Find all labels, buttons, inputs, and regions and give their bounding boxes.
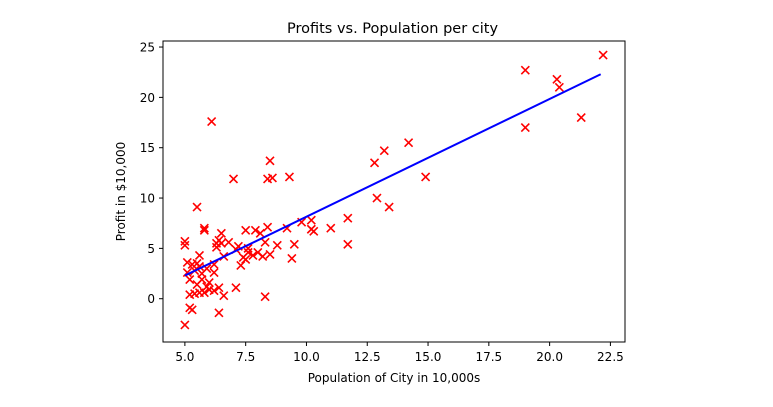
y-tick-label: 25 <box>140 41 155 55</box>
data-point <box>243 247 253 257</box>
data-point <box>180 240 190 250</box>
x-tick-label: 7.5 <box>236 350 255 364</box>
data-point <box>260 237 270 247</box>
data-point <box>384 202 394 212</box>
y-tick-label: 15 <box>140 141 155 155</box>
data-point <box>187 305 197 315</box>
data-point <box>241 225 251 235</box>
data-point <box>379 146 389 156</box>
data-point <box>180 320 190 330</box>
data-point <box>192 202 202 212</box>
data-point <box>343 213 353 223</box>
x-tick-label: 22.5 <box>597 350 624 364</box>
data-point <box>306 215 316 225</box>
data-point <box>228 174 239 184</box>
data-point <box>209 286 219 296</box>
data-point <box>260 292 270 302</box>
data-point <box>272 240 282 250</box>
data-point <box>204 278 214 288</box>
data-point <box>199 223 209 233</box>
data-point <box>241 254 251 265</box>
data-point <box>267 173 277 183</box>
data-point <box>369 158 380 168</box>
y-axis-ticks: 0 5 10 15 20 25 <box>140 41 163 306</box>
x-axis-title: Population of City in 10,000s <box>308 371 481 385</box>
data-point <box>552 74 562 84</box>
y-tick-label: 10 <box>140 192 155 206</box>
regression-line <box>184 73 602 277</box>
data-point <box>207 116 217 127</box>
plot-frame <box>162 40 626 343</box>
x-tick-label: 12.5 <box>354 350 381 364</box>
data-point <box>554 82 564 92</box>
data-point <box>219 291 229 301</box>
data-point <box>520 123 530 133</box>
data-point <box>284 172 295 182</box>
data-point <box>326 223 336 233</box>
data-point <box>262 222 273 232</box>
data-point <box>199 225 209 235</box>
data-point <box>194 250 205 260</box>
data-point <box>255 228 265 238</box>
x-tick-label: 5.0 <box>175 350 194 364</box>
data-point <box>343 239 353 249</box>
data-point <box>287 253 297 264</box>
data-point <box>185 275 195 285</box>
x-axis-ticks: 5.0 7.5 10.0 12.5 15.0 17.5 20.0 22.5 <box>175 342 624 364</box>
data-point <box>250 225 260 235</box>
x-tick-label: 15.0 <box>415 350 442 364</box>
y-tick-label: 20 <box>140 91 155 105</box>
data-point <box>199 288 209 298</box>
data-point <box>224 237 234 247</box>
data-point <box>209 267 219 278</box>
y-tick-label: 0 <box>147 292 155 306</box>
data-point <box>520 65 530 75</box>
data-point <box>421 172 431 182</box>
data-point <box>248 250 258 260</box>
data-point <box>404 138 414 148</box>
data-point <box>216 228 226 238</box>
x-tick-label: 10.0 <box>293 350 320 364</box>
data-point <box>214 283 224 293</box>
data-point <box>598 50 608 60</box>
data-point <box>180 236 190 246</box>
chart-title: Profits vs. Population per city <box>287 21 499 37</box>
y-tick-label: 5 <box>147 242 155 256</box>
data-point <box>182 267 192 278</box>
data-point <box>265 249 275 259</box>
data-point <box>576 112 586 123</box>
plot-area <box>180 50 608 330</box>
data-point <box>309 226 319 236</box>
data-point <box>258 251 268 261</box>
y-axis-title: Profit in $10,000 <box>114 142 128 242</box>
data-point <box>214 308 224 318</box>
data-point <box>289 239 299 249</box>
data-point <box>372 193 382 203</box>
data-point <box>236 260 246 271</box>
data-point <box>265 156 275 166</box>
x-tick-label: 20.0 <box>536 350 563 364</box>
data-point <box>216 238 226 248</box>
data-point <box>182 257 192 268</box>
data-point <box>231 283 241 293</box>
x-tick-label: 17.5 <box>475 350 502 364</box>
